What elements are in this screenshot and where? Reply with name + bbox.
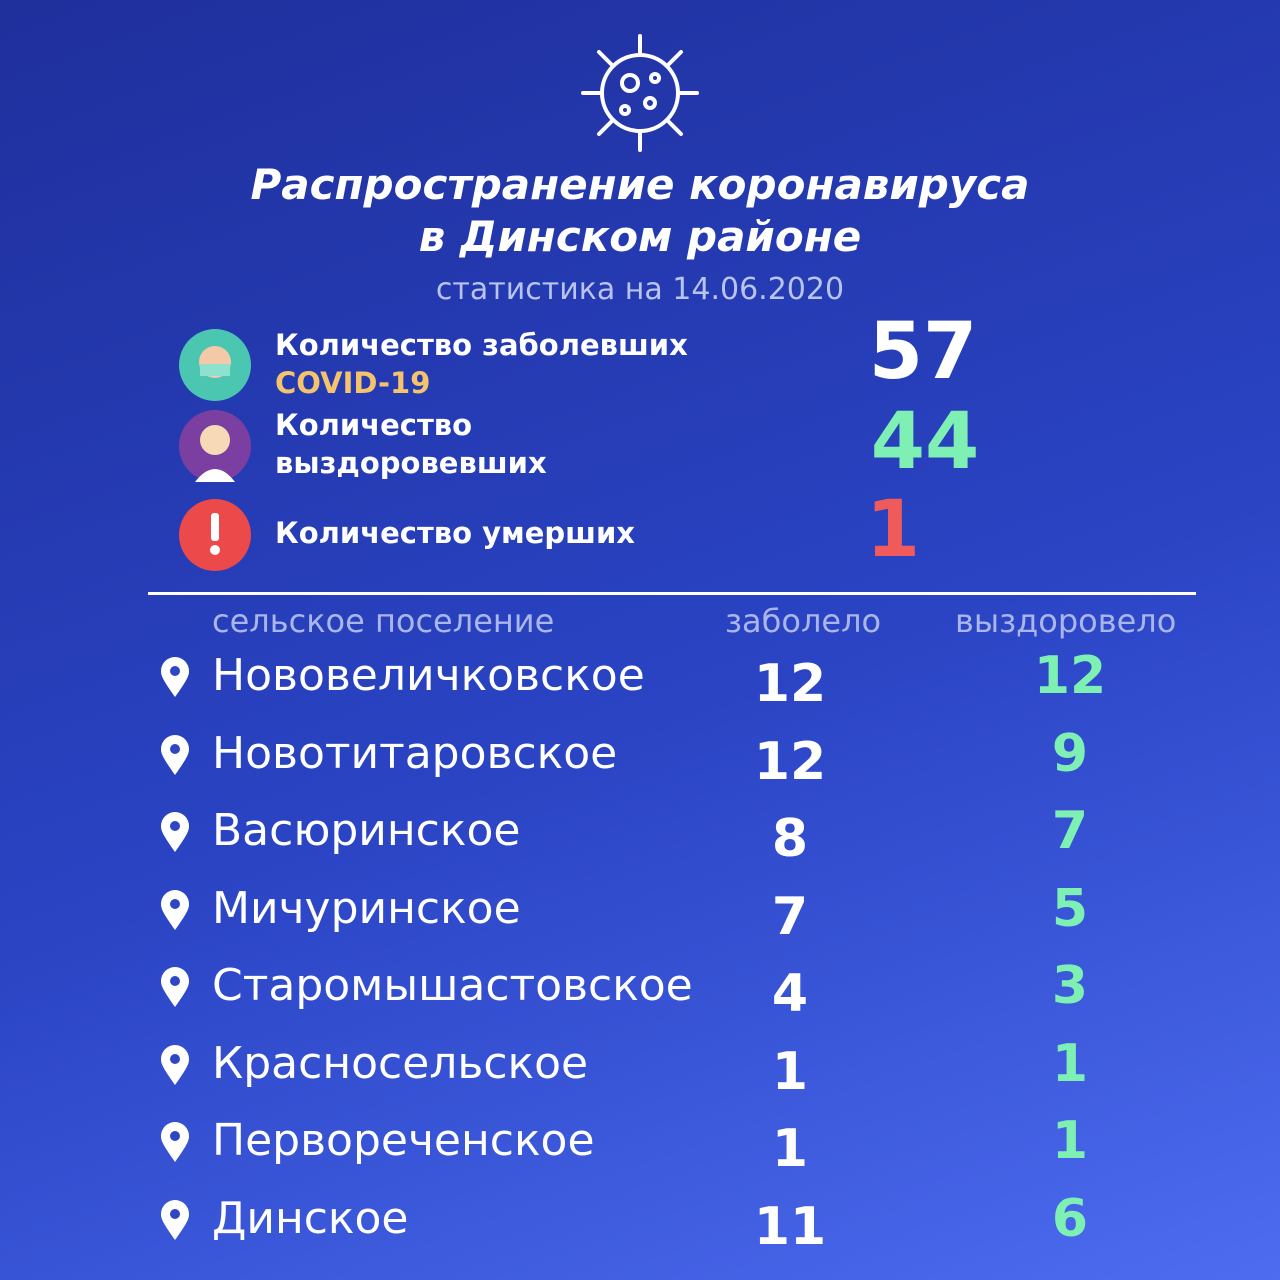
settlement-name: Мичуринское — [212, 882, 521, 934]
recovered-count: 1 — [1051, 1033, 1089, 1094]
title-line: в Динском районе — [418, 212, 862, 261]
settlement-name: Новотитаровское — [212, 727, 618, 779]
subtitle: статистика на 14.06.2020 — [435, 272, 845, 307]
location-pin — [161, 1044, 189, 1085]
sick-count: 1 — [771, 1041, 809, 1102]
sick-count: 8 — [771, 809, 809, 869]
settlement-name: Динское — [212, 1192, 409, 1244]
location-pin — [161, 967, 189, 1007]
summary-label: Количество умерших — [275, 516, 635, 550]
summary-value: 57 — [868, 307, 978, 397]
location-pin — [161, 1199, 189, 1240]
settlement-name: Нововеличковское — [212, 650, 645, 701]
recovered-count: 5 — [1051, 878, 1089, 939]
column-header: заболело — [725, 602, 882, 640]
location-pin — [161, 657, 189, 697]
sick-count: 4 — [771, 964, 809, 1024]
column-header: выздоровело — [955, 602, 1177, 640]
settlement-name: Первореченское — [212, 1115, 595, 1166]
settlement-name: Красносельское — [212, 1037, 589, 1089]
summary-label: Количество — [275, 408, 473, 442]
summary-icons — [179, 329, 251, 571]
divider — [148, 592, 1196, 595]
location-pin — [161, 734, 189, 775]
virus-icon — [581, 34, 699, 152]
location-pin — [161, 812, 189, 852]
recovered-count: 9 — [1051, 723, 1089, 784]
recovered-count: 12 — [1033, 646, 1107, 706]
summary-label: Количество заболевших — [275, 328, 688, 362]
settlement-name: Старомышастовское — [212, 960, 693, 1011]
sick-count: 11 — [753, 1196, 827, 1257]
location-pin — [161, 1122, 189, 1162]
sick-count: 7 — [771, 886, 809, 947]
summary-label: выздоровевших — [275, 446, 547, 480]
settlement-name: Васюринское — [212, 805, 521, 856]
summary-value: 1 — [865, 485, 921, 575]
recovered-count: 1 — [1051, 1111, 1089, 1171]
summary-label: COVID-19 — [275, 366, 431, 400]
recovered-count: 7 — [1051, 801, 1089, 861]
title-line: Распространение коронавируса — [250, 160, 1030, 209]
recovered-count: 3 — [1051, 956, 1089, 1016]
summary-value: 44 — [870, 397, 980, 487]
column-header: сельское поселение — [212, 602, 555, 640]
recovered-count: 6 — [1051, 1188, 1089, 1249]
location-pin — [161, 889, 189, 930]
sick-count: 12 — [753, 654, 827, 714]
sick-count: 1 — [771, 1119, 809, 1179]
sick-count: 12 — [753, 731, 827, 792]
